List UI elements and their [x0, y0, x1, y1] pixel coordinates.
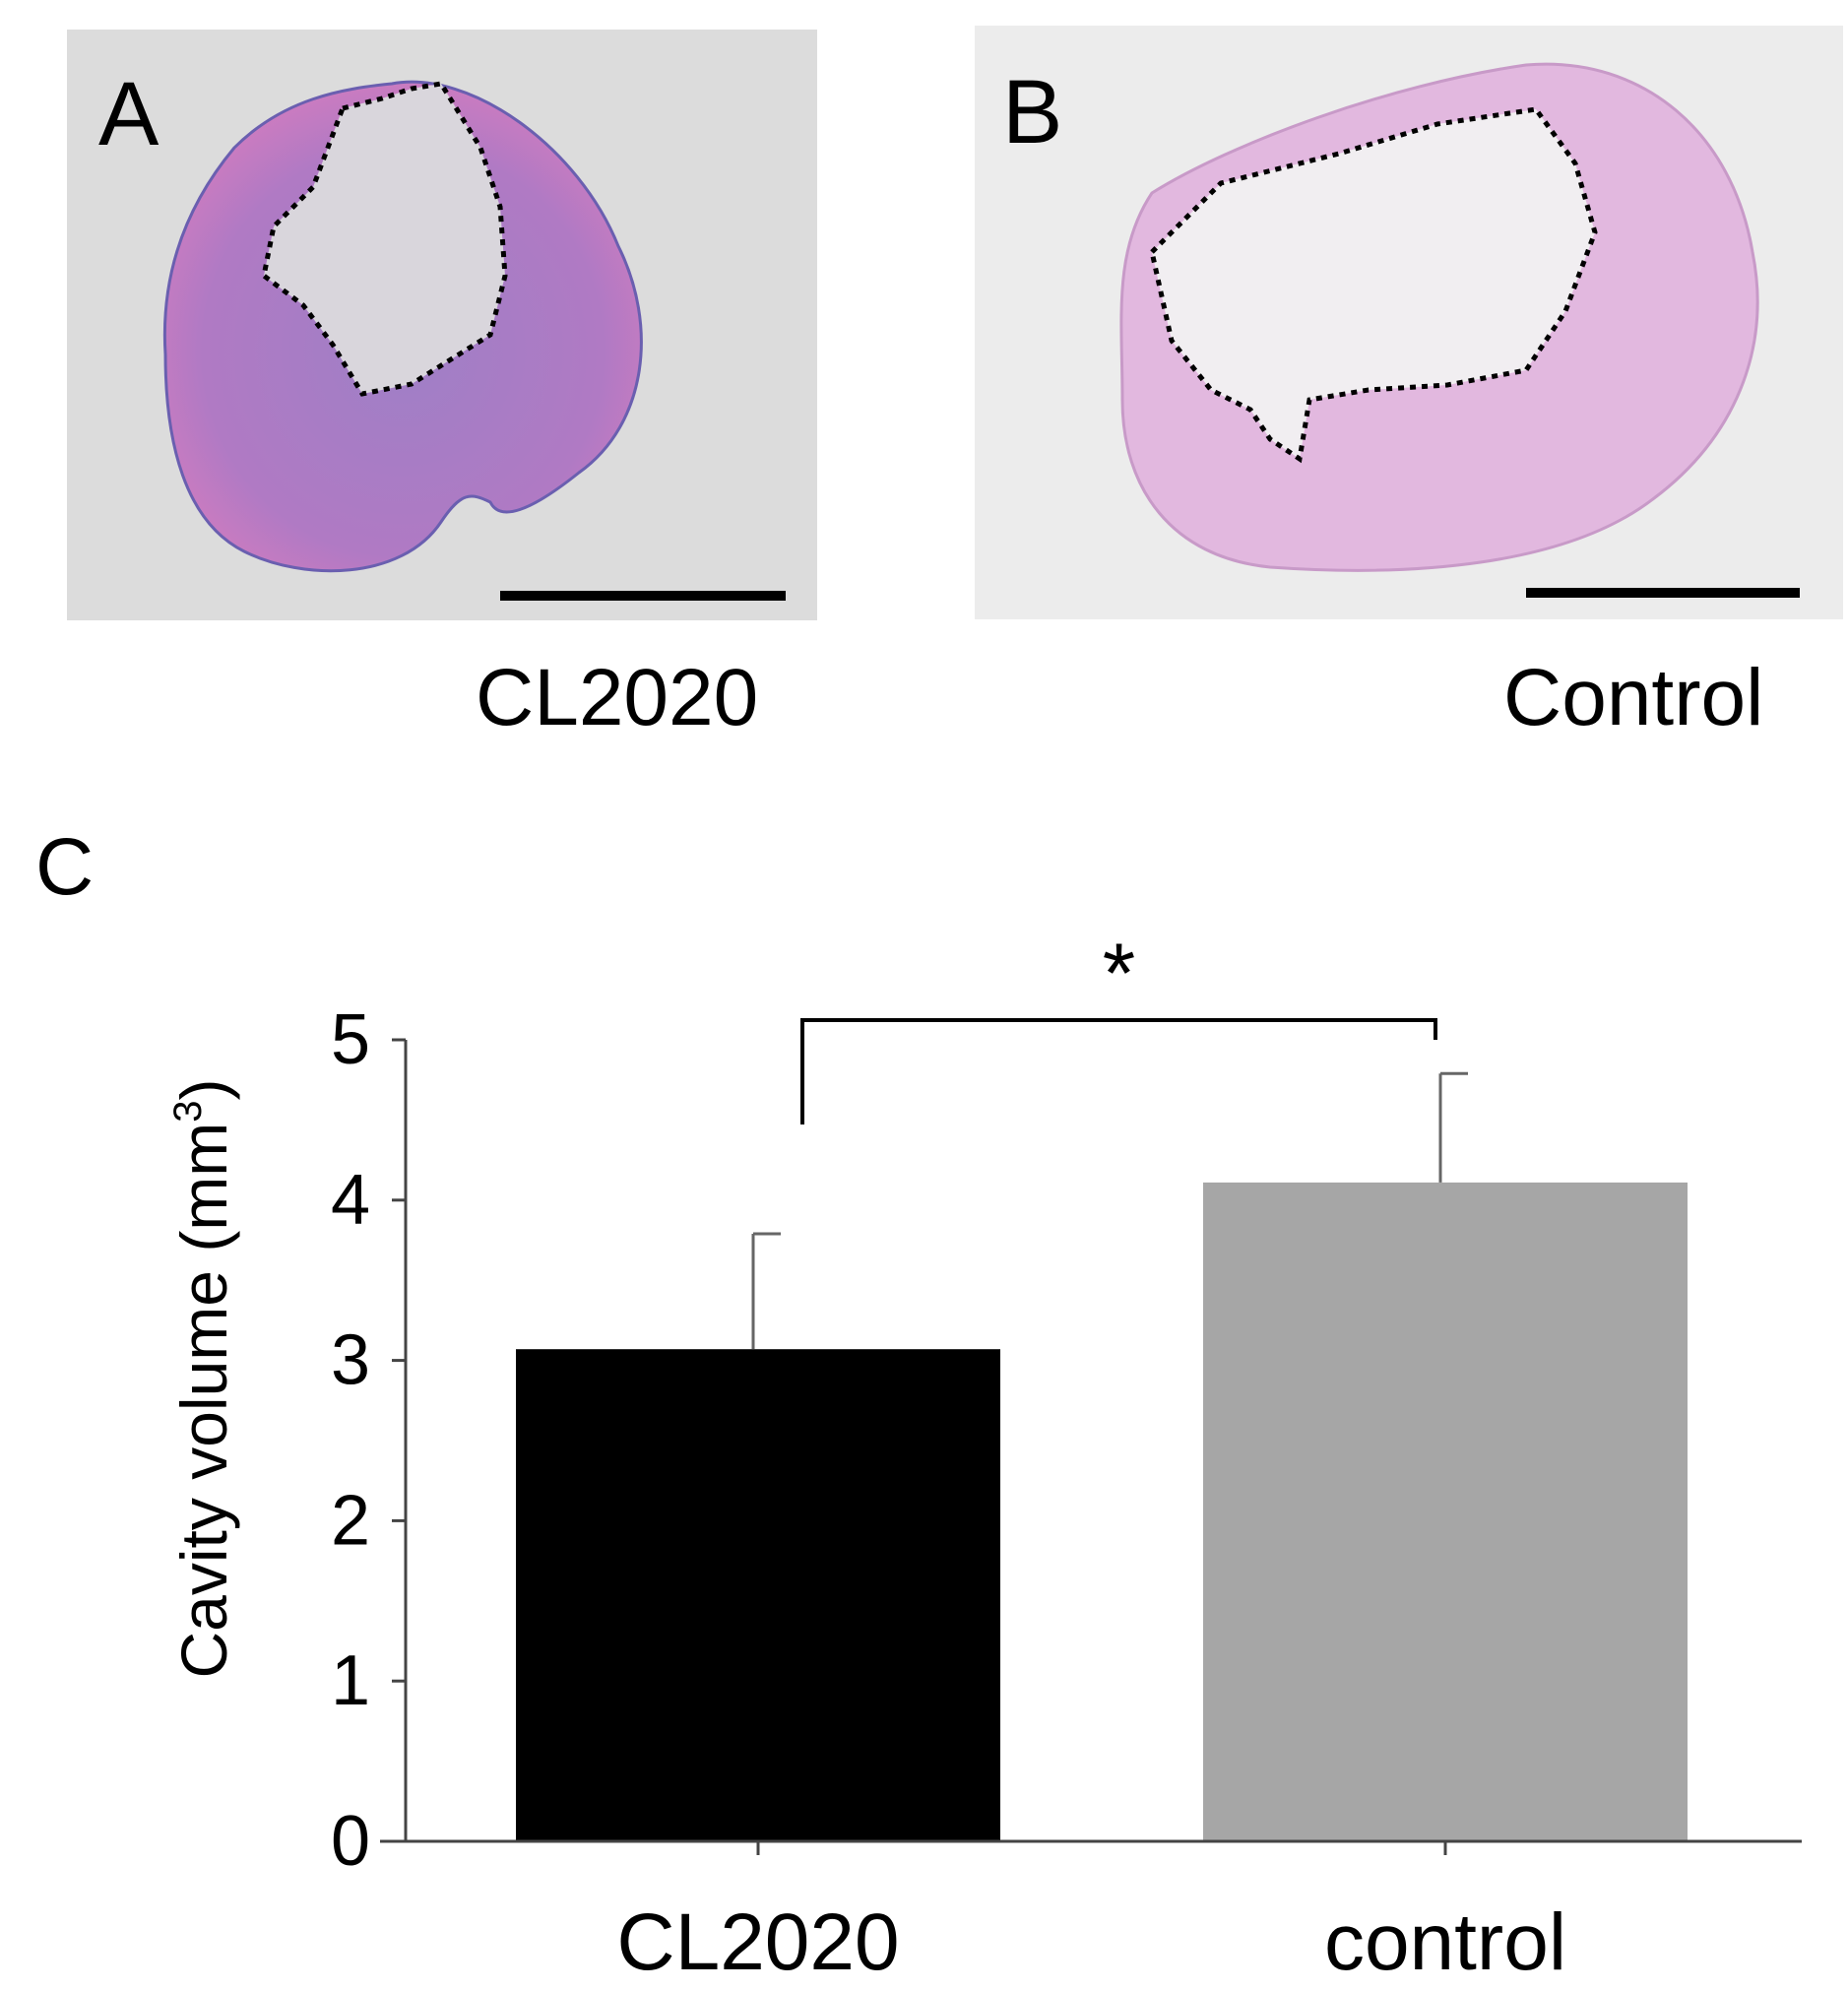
cavity-area-b — [1149, 106, 1598, 464]
x-axis: CL2020 control — [380, 1839, 1802, 1987]
panel-b-caption: Control — [1503, 653, 1764, 742]
significance-bracket: * — [800, 927, 1437, 1124]
panel-a-caption: CL2020 — [476, 653, 759, 742]
cavity-volume-chart: 0 1 2 3 4 5 CL2020 control * Cavity volume (mm… — [166, 927, 1802, 1987]
x-tick-label-cl2020: CL2020 — [616, 1897, 899, 1987]
histology-image-b — [975, 26, 1843, 619]
y-tick-label: 3 — [331, 1321, 370, 1400]
bar-cl2020 — [516, 1349, 1000, 1841]
panel-b-label: B — [1002, 62, 1063, 162]
spinal-cord-section-a — [162, 80, 786, 601]
y-tick-label: 2 — [331, 1481, 370, 1560]
panel-c-label: C — [35, 822, 95, 912]
bars — [516, 1071, 1688, 1841]
y-axis-label: Cavity volume (mm3) — [166, 1079, 240, 1679]
bar-control — [1203, 1182, 1688, 1841]
y-axis-label-superscript: 3 — [166, 1100, 210, 1122]
y-tick-label: 0 — [331, 1802, 370, 1881]
spinal-cord-section-b — [1119, 62, 1800, 598]
panel-a-label: A — [98, 64, 159, 164]
y-axis-label-main: Cavity volume (mm — [167, 1123, 240, 1679]
y-axis: 0 1 2 3 4 5 — [331, 1000, 408, 1881]
y-tick-label: 5 — [331, 1000, 370, 1079]
y-tick-label: 4 — [331, 1161, 370, 1240]
x-tick-label-control: control — [1324, 1897, 1566, 1987]
cavity-area-a — [261, 81, 508, 397]
histology-image-a — [67, 30, 817, 620]
y-tick-label: 1 — [331, 1641, 370, 1720]
significance-marker: * — [1103, 927, 1135, 1021]
significance-bracket-line — [800, 1018, 1437, 1124]
y-axis-label-close: ) — [167, 1079, 240, 1101]
